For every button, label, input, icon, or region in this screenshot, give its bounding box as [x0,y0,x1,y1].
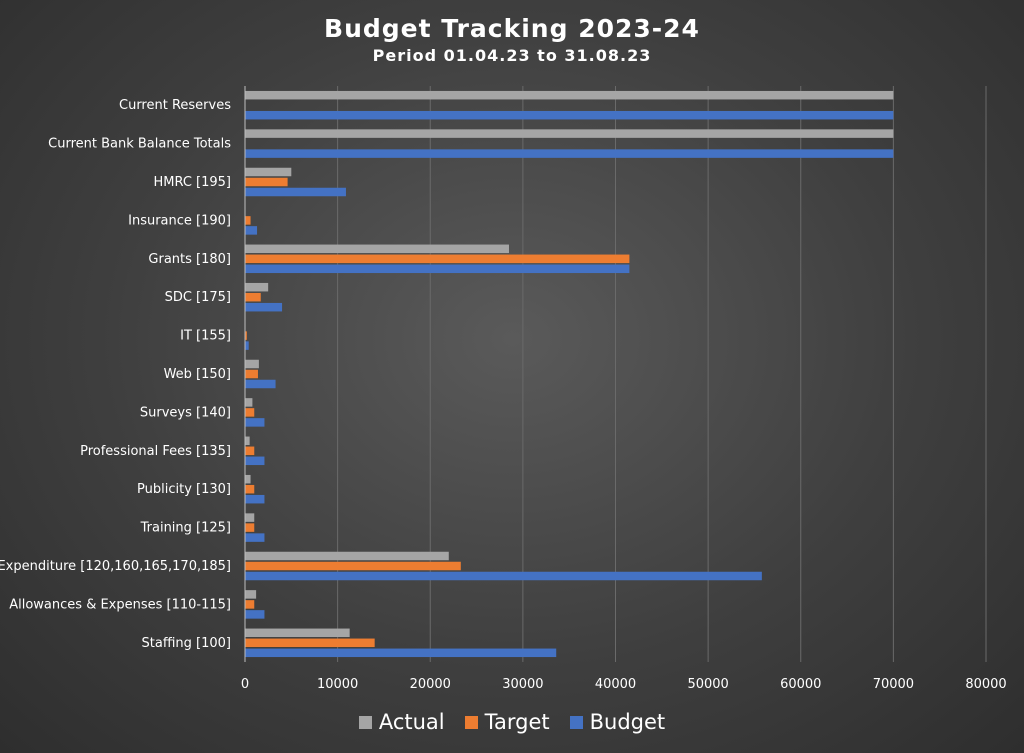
legend-swatch-actual [358,715,372,729]
bar-target-13 [245,600,255,609]
category-label-9: Professional Fees [135] [80,444,231,459]
x-tick-label-70000: 70000 [873,677,914,692]
bar-actual-8 [245,398,253,407]
bar-budget-4 [245,264,630,274]
legend-swatch-target [464,715,478,729]
bar-budget-7 [245,379,276,389]
bar-actual-11 [245,513,255,522]
bar-budget-14 [245,648,557,658]
legend-item-budget[interactable]: Budget [569,710,666,734]
legend: Actual Target Budget [0,710,1024,734]
bar-budget-6 [245,341,249,350]
bars [245,90,894,658]
x-tick-label-30000: 30000 [502,677,543,692]
bar-target-12 [245,561,461,571]
category-label-10: Publicity [130] [137,482,231,497]
x-tick-label-0: 0 [241,677,249,692]
bar-actual-7 [245,359,259,369]
bar-actual-14 [245,628,350,638]
bar-target-8 [245,408,255,417]
chart-title: Budget Tracking 2023-24 [324,14,700,43]
bar-actual-5 [245,282,269,292]
legend-label-budget: Budget [589,710,666,734]
category-label-12: Expenditure [120,160,165,170,185] [0,559,231,574]
legend-item-actual[interactable]: Actual [358,710,445,734]
category-label-1: Current Bank Balance Totals [48,137,231,152]
bar-actual-4 [245,244,509,254]
legend-item-target[interactable]: Target [464,710,550,734]
bar-budget-3 [245,226,258,235]
category-label-7: Web [150] [164,367,231,382]
category-label-13: Allowances & Expenses [110-115] [9,597,231,612]
axes: 0 10000 20000 30000 40000 50000 60000 70000 8000… [0,86,1007,692]
x-tick-label-20000: 20000 [410,677,451,692]
bar-target-6 [245,331,247,340]
chart-subtitle: Period 01.04.23 to 31.08.23 [372,46,652,65]
bar-target-11 [245,523,255,532]
bar-target-4 [245,254,630,264]
bar-actual-9 [245,436,250,446]
bar-budget-9 [245,456,265,466]
category-label-14: Staffing [100] [142,636,231,651]
x-tick-label-80000: 80000 [965,677,1006,692]
bar-actual-0 [245,90,894,100]
category-label-2: HMRC [195] [153,175,231,190]
bar-target-5 [245,292,261,302]
category-label-8: Surveys [140] [140,405,231,420]
x-tick-label-50000: 50000 [687,677,728,692]
bar-target-7 [245,369,258,379]
bar-target-9 [245,446,255,456]
category-label-6: IT [155] [180,329,231,344]
category-label-5: SDC [175] [165,290,231,305]
bar-target-14 [245,638,375,648]
bar-actual-10 [245,474,251,484]
legend-swatch-budget [569,715,583,729]
category-label-4: Grants [180] [148,252,231,267]
category-label-0: Current Reserves [119,98,231,113]
legend-label-target: Target [484,710,550,734]
x-tick-label-60000: 60000 [780,677,821,692]
bar-budget-1 [245,149,894,158]
bar-budget-12 [245,571,762,581]
category-label-11: Training [125] [140,521,231,536]
bar-target-2 [245,177,288,187]
bar-budget-0 [245,110,894,120]
bar-budget-10 [245,494,265,504]
bar-actual-12 [245,551,449,561]
bar-budget-8 [245,418,265,427]
x-tick-label-10000: 10000 [317,677,358,692]
bar-target-3 [245,216,251,225]
x-tick-label-40000: 40000 [595,677,636,692]
bar-target-10 [245,484,255,494]
legend-label-actual: Actual [378,710,445,734]
bar-budget-2 [245,187,346,197]
bar-budget-13 [245,610,265,619]
bar-budget-11 [245,533,265,542]
category-label-3: Insurance [190] [128,213,231,228]
bar-budget-5 [245,302,283,312]
bar-actual-2 [245,167,292,177]
bar-actual-1 [245,129,894,138]
bar-actual-13 [245,590,257,599]
